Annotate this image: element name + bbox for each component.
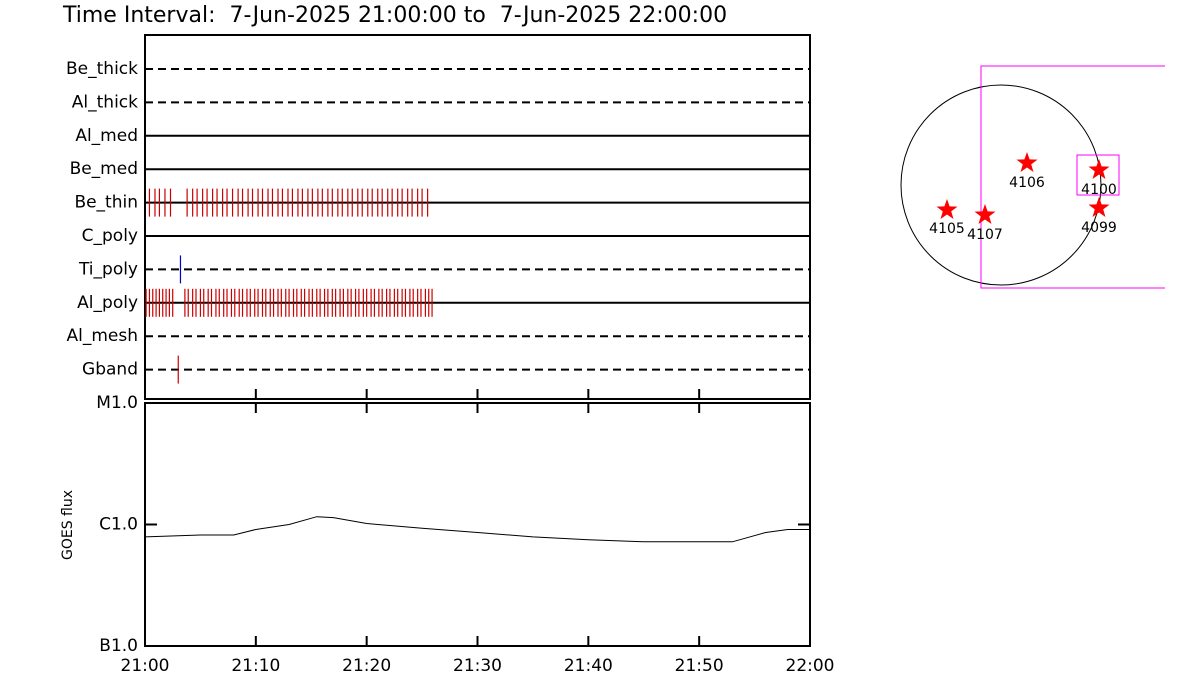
x-tick-label: 21:00 [121,656,170,676]
solar-disk [900,84,1102,286]
region-star [1016,152,1038,172]
region-label: 4106 [1009,175,1045,191]
row-label: Al_thick [72,92,138,112]
y-axis-label: GOES flux [60,490,76,560]
flux-line [144,516,810,543]
y-tick-label: C1.0 [99,515,138,535]
row-label: Al_mesh [66,326,138,346]
region-label: 4099 [1081,220,1117,236]
region-label: 4105 [929,221,965,237]
y-tick-label: B1.0 [99,636,138,656]
x-tick-label: 21:20 [342,656,391,676]
region-star [974,204,996,224]
target-box [1076,154,1120,196]
x-tick-label: 22:00 [786,656,835,676]
chart-title: Time Interval: 7-Jun-2025 21:00:00 to 7-… [62,3,727,28]
region-label: 4107 [967,227,1003,243]
row-label: C_poly [82,226,138,246]
x-tick-label: 21:10 [231,656,280,676]
row-label: Ti_poly [78,259,138,279]
row-label: Be_thick [66,59,138,79]
row-label: Gband [82,360,138,380]
fov-box [980,65,1165,289]
y-tick-label: M1.0 [96,393,138,413]
x-tick-label: 21:30 [453,656,502,676]
region-label: 4100 [1081,182,1117,198]
x-tick-label: 21:40 [564,656,613,676]
x-tick-label: 21:50 [675,656,724,676]
lower-frame [144,402,811,647]
upper-frame [144,34,811,400]
row-label: Be_thin [74,193,138,213]
sun-map: 4106 4100 4105 4107 4099 [900,65,1165,289]
region-star [936,199,958,219]
row-label: Be_med [70,159,138,179]
row-label: Al_poly [77,293,138,313]
region-star [1088,197,1110,217]
row-label: Al_med [75,126,138,146]
region-star [1088,159,1110,179]
